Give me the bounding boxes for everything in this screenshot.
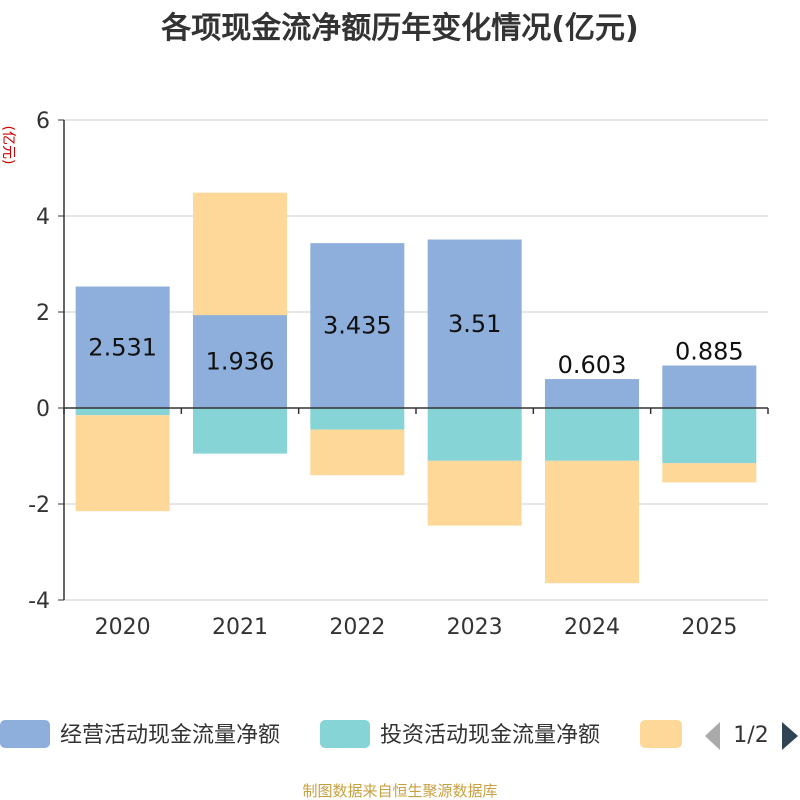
data-label-2021: 1.936: [206, 348, 275, 376]
legend-item-financing[interactable]: [640, 720, 682, 748]
legend-swatch-investing: [320, 720, 370, 748]
y-tick-label-4: 4: [36, 205, 50, 230]
bar-2025-series-0[interactable]: [662, 365, 757, 408]
bar-2023-series-1[interactable]: [427, 408, 522, 461]
bar-2023-series-2[interactable]: [427, 460, 522, 526]
bar-2020-series-2[interactable]: [75, 415, 170, 512]
legend-item-operating[interactable]: 经营活动现金流量净额: [0, 720, 280, 748]
bar-layer: [75, 192, 757, 584]
data-label-2024: 0.603: [558, 351, 627, 379]
y-axis-unit-label: (亿元): [0, 126, 16, 165]
bar-2021-series-0[interactable]: [193, 315, 287, 408]
bar-2025-series-2[interactable]: [662, 463, 757, 483]
bar-2024-series-0[interactable]: [545, 379, 639, 408]
data-label-2023: 3.51: [448, 310, 501, 338]
bar-2024-series-2[interactable]: [545, 460, 639, 584]
data-label-2020: 2.531: [88, 333, 157, 361]
x-tick-label-2024: 2024: [564, 615, 620, 640]
bar-2021-series-2[interactable]: [193, 192, 287, 316]
legend-item-investing[interactable]: 投资活动现金流量净额: [320, 720, 600, 748]
data-labels: 2.531 1.936 3.435 3.51 0.603 0.885: [88, 310, 743, 379]
grid-lines: [64, 119, 768, 601]
x-tick-label-2022: 2022: [329, 615, 385, 640]
x-tick-label-2020: 2020: [95, 615, 151, 640]
y-tick-label--4: -4: [28, 589, 50, 614]
bar-2025-series-1[interactable]: [662, 408, 757, 464]
y-tick-label--2: -2: [28, 493, 50, 518]
bar-2022-series-1[interactable]: [310, 408, 405, 430]
legend: 经营活动现金流量净额 投资活动现金流量净额 1/2: [0, 720, 798, 750]
legend-prev-page-icon[interactable]: [705, 722, 720, 750]
x-tick-label-2025: 2025: [681, 615, 737, 640]
data-label-2025: 0.885: [675, 338, 744, 366]
bar-2022-series-0[interactable]: [310, 243, 405, 408]
chart-title: 各项现金流净额历年变化情况(亿元): [160, 11, 638, 46]
x-tick-label-2023: 2023: [447, 615, 503, 640]
bar-2021-series-1[interactable]: [193, 408, 287, 454]
legend-swatch-operating: [0, 720, 50, 748]
bar-2022-series-2[interactable]: [310, 429, 405, 476]
data-label-2022: 3.435: [323, 312, 392, 340]
bar-2023-series-0[interactable]: [427, 239, 522, 408]
bar-2020-series-0[interactable]: [75, 286, 170, 408]
y-tick-label-0: 0: [36, 397, 50, 422]
data-source-footer: 制图数据来自恒生聚源数据库: [302, 782, 497, 800]
legend-swatch-financing: [640, 720, 682, 748]
legend-next-page-icon[interactable]: [782, 722, 798, 750]
y-tick-label-2: 2: [36, 301, 50, 326]
axes: -4 -2 0 2 4 6 2020 2021 2022 2023 2024 2025: [28, 109, 769, 640]
x-tick-label-2021: 2021: [212, 615, 268, 640]
bar-2024-series-1[interactable]: [545, 408, 639, 461]
y-tick-label-6: 6: [36, 109, 50, 134]
legend-label-investing: 投资活动现金流量净额: [380, 723, 600, 748]
legend-label-operating: 经营活动现金流量净额: [60, 723, 280, 748]
bar-2020-series-1[interactable]: [75, 408, 170, 416]
legend-page-indicator: 1/2: [733, 723, 768, 748]
